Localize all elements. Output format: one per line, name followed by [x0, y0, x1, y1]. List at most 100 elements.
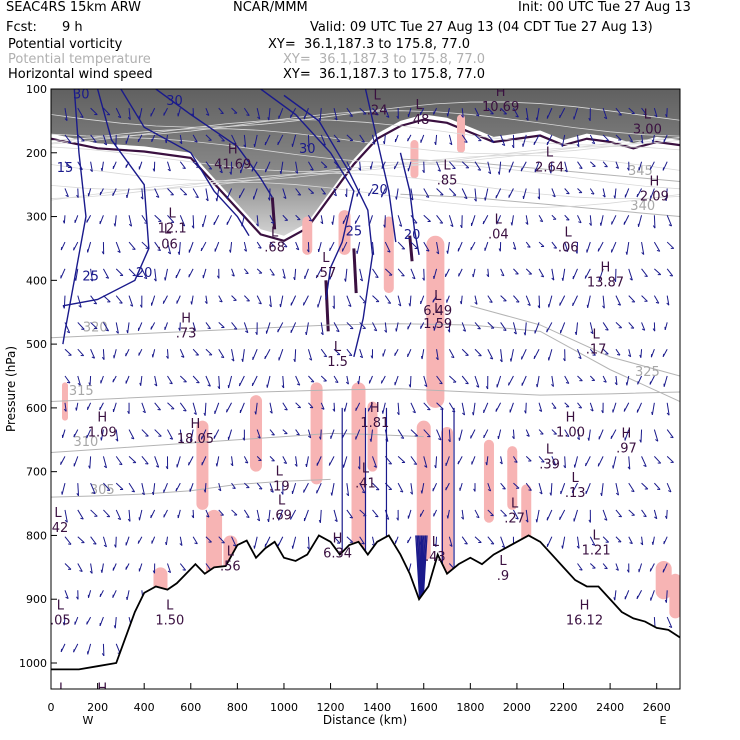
wind-vector-head	[489, 301, 493, 303]
wind-vector-head	[498, 248, 501, 252]
wind-vector-shaft	[666, 455, 674, 463]
wind-vector-658	[533, 134, 540, 145]
wind-vector-824	[654, 268, 662, 276]
wind-vector-head	[563, 358, 566, 362]
wind-vector-shaft	[513, 295, 520, 303]
wind-vector-168	[164, 268, 168, 281]
wind-vector-head	[616, 354, 621, 356]
wind-vector-shaft	[102, 456, 108, 468]
wind-vector-421	[356, 188, 361, 197]
wind-vector-head	[119, 463, 123, 466]
wind-vector-head	[251, 382, 254, 386]
wind-vector-shaft	[176, 456, 181, 468]
wind-vector-shaft	[576, 134, 580, 147]
wind-vector-84	[115, 107, 122, 119]
wind-vector-619	[497, 429, 502, 440]
wind-vector-shaft	[461, 188, 468, 199]
wind-vector-215	[205, 107, 210, 116]
wind-vector-141	[137, 536, 143, 544]
theta-isoline-upper-6	[51, 155, 680, 182]
wind-vector-shaft	[589, 322, 594, 334]
wind-vector-shaft	[291, 483, 297, 494]
wind-vector-480	[397, 429, 405, 439]
wind-vector-210	[189, 429, 194, 442]
wind-vector-607	[500, 107, 507, 115]
wind-vector-332	[278, 509, 284, 521]
wind-vector-head	[654, 516, 658, 520]
wind-vector-shaft	[294, 268, 297, 280]
wind-vector-head	[188, 274, 190, 278]
wind-vector-158	[151, 483, 156, 496]
wind-vector-319	[279, 161, 284, 175]
wind-vector-shaft	[128, 509, 131, 522]
wind-vector-head	[476, 385, 480, 388]
wind-vector-shaft	[628, 456, 631, 470]
wind-vector-283	[256, 108, 261, 120]
wind-vector-shaft	[589, 134, 596, 144]
wind-vector-shaft	[551, 456, 557, 466]
x-tick-label-12: 2400	[596, 701, 624, 714]
wind-vector-shaft	[536, 509, 540, 523]
wind-vector-shaft	[269, 215, 275, 224]
wind-vector-66	[99, 188, 104, 196]
wind-vector-head	[328, 462, 331, 466]
wind-speed-contour-2	[120, 89, 250, 237]
wind-vector-shaft	[436, 241, 440, 255]
wind-vector-609	[497, 161, 502, 175]
wind-vector-429	[355, 402, 361, 411]
wind-vector-470	[393, 161, 399, 170]
wind-vector-shaft	[382, 402, 386, 414]
wind-vector-46	[86, 215, 92, 223]
wind-vector-shaft	[654, 482, 661, 490]
extremum-type: L	[271, 225, 279, 240]
wind-vector-729	[589, 215, 592, 226]
wind-vector-304	[269, 215, 275, 224]
wind-vector-shaft	[436, 161, 441, 172]
wind-vector-head	[662, 353, 665, 357]
wind-vector-523	[436, 161, 441, 172]
wind-vector-6	[60, 268, 66, 279]
wind-vector-708	[576, 134, 580, 148]
wind-vector-558	[461, 161, 470, 169]
wind-vector-617	[496, 375, 502, 388]
wind-vector-638	[513, 482, 520, 489]
wind-vector-145	[151, 134, 156, 142]
wind-vector-504	[420, 134, 425, 143]
wind-vector-shaft	[243, 134, 247, 148]
wind-vector-816	[638, 563, 643, 573]
wind-vector-shaft	[500, 134, 506, 146]
wind-vector-shaft	[128, 429, 135, 440]
wind-vector-808	[639, 349, 643, 358]
wind-vector-shaft	[474, 322, 481, 330]
wind-vector-head	[302, 302, 305, 306]
wind-vector-836	[650, 590, 655, 601]
wind-vector-825	[653, 295, 660, 304]
wind-vector-head	[175, 488, 178, 492]
wind-vector-head	[444, 273, 447, 277]
wind-vector-head	[194, 140, 198, 143]
wind-vector-shaft	[483, 402, 489, 414]
wind-vector-head	[559, 114, 561, 119]
theta-isoline-upper-8	[51, 172, 680, 199]
wind-vector-492	[408, 295, 412, 307]
wind-vector-596	[486, 268, 490, 278]
wind-vector-shaft	[474, 295, 478, 305]
wind-vector-shaft	[525, 215, 529, 225]
wind-vector-shaft	[665, 590, 668, 603]
wind-vector-459	[384, 295, 392, 304]
wind-vector-head	[602, 305, 605, 309]
wind-vector-377	[320, 348, 328, 358]
wind-vector-424	[359, 268, 363, 282]
wind-vector-311	[269, 402, 273, 414]
wind-vector-373	[317, 241, 322, 253]
wind-vector-head	[368, 192, 370, 197]
wind-vector-head	[230, 463, 234, 467]
extremum-type: L	[572, 471, 580, 486]
wind-vector-312	[269, 429, 275, 436]
wind-vector-35	[76, 483, 80, 497]
extremum-30: L.69	[271, 493, 292, 523]
wind-vector-head	[461, 516, 464, 520]
wind-vector-171	[166, 349, 169, 359]
wind-vector-shaft	[218, 348, 225, 358]
wind-vector-357	[304, 268, 309, 280]
